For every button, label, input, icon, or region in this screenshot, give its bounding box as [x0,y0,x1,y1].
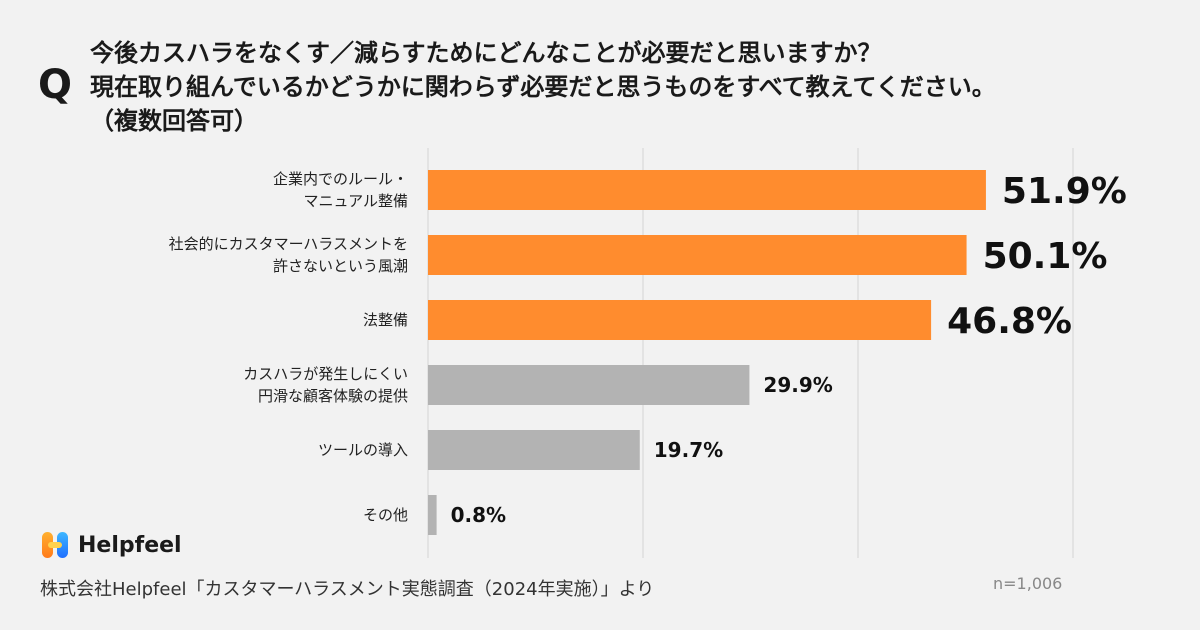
sample-size: n=1,006 [993,574,1063,593]
category-label: 社会的にカスタマーハラスメントを [169,235,408,253]
bar-value-label: 19.7% [654,438,723,462]
bar [428,300,932,340]
question-line-1: 今後カスハラをなくす／減らすためにどんなことが必要だと思いますか？ [90,39,882,67]
category-label: 許さないという風潮 [273,257,408,275]
category-label: 企業内でのルール・ [273,170,408,188]
bar-value-label: 0.8% [451,503,506,527]
category-label: その他 [363,506,408,524]
category-label: カスハラが発生しにくい [243,365,408,383]
bar [428,235,967,275]
bar [428,365,750,405]
helpfeel-logo-text: Helpfeel [78,532,182,558]
bar [428,430,640,470]
bar [428,170,986,210]
source-note: 株式会社Helpfeel「カスタマーハラスメント実態調査（2024年実施）」より [40,579,655,600]
bar-value-label: 51.9% [1002,171,1127,212]
category-label: マニュアル整備 [303,192,408,210]
question-mark: Q [38,62,73,108]
helpfeel-logo: Helpfeel [40,530,182,560]
bar-value-label: 29.9% [763,373,832,397]
question-line-3: （複数回答可） [90,107,258,135]
category-label: 円滑な顧客体験の提供 [258,387,408,405]
question-text: 今後カスハラをなくす／減らすためにどんなことが必要だと思いますか？ 現在取り組ん… [90,36,1180,138]
helpfeel-logo-icon [42,532,68,558]
question-line-2: 現在取り組んでいるかどうかに関わらず必要だと思うものをすべて教えてください。 [90,73,996,101]
category-label: 法整備 [363,311,408,329]
category-label: ツールの導入 [318,441,408,459]
bar-value-label: 46.8% [947,301,1072,342]
bar-value-label: 50.1% [983,236,1108,277]
bar [428,495,437,535]
